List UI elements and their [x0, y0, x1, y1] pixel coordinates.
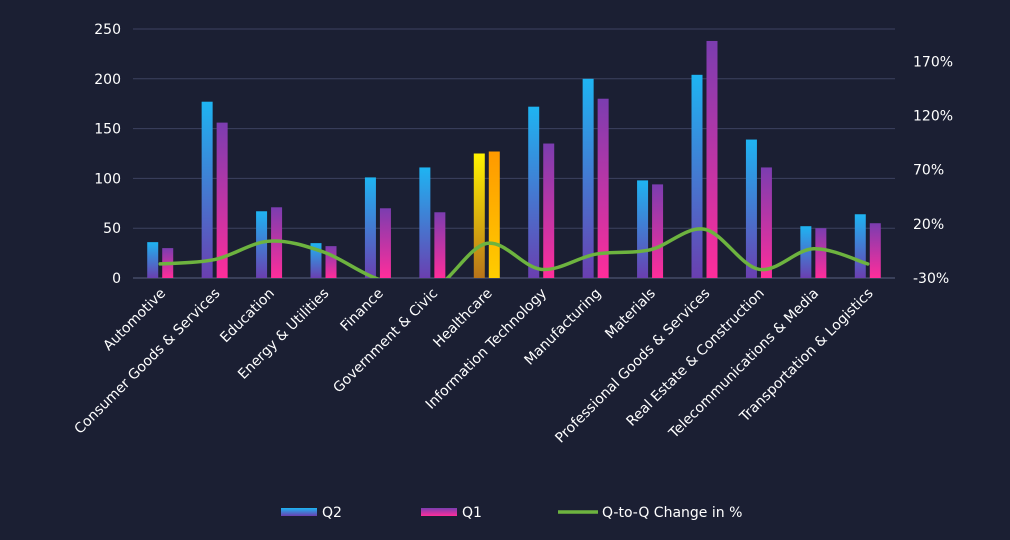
bar-q2-finance: [364, 177, 376, 278]
bar-q1-telecommunications-and-media: [815, 228, 827, 278]
bar-q1-real-estate-and-construction: [760, 167, 772, 278]
bar-q2-professional-goods-and-services: [691, 74, 703, 278]
bar-q2-education: [256, 211, 268, 278]
bar-q2-transportation-and-logistics: [854, 214, 866, 278]
y-tick-label: 250: [94, 22, 121, 38]
legend: Q2 Q1 Q-to-Q Change in %: [281, 505, 742, 521]
bar-q1-manufacturing: [597, 98, 609, 278]
bar-q1-government-and-civic: [434, 212, 446, 278]
bar-q1-finance: [379, 208, 391, 278]
y-tick-label: 0: [112, 271, 121, 287]
y-axis-left: 0 50 100 150 200 250: [94, 22, 121, 287]
y2-tick-label: 170%: [913, 54, 953, 70]
bar-q2-manufacturing: [582, 78, 594, 278]
y-axis-right: -30% 20% 70% 120% 170%: [913, 54, 953, 287]
bar-q2-real-estate-and-construction: [745, 139, 757, 278]
x-category-label: Government & Civic: [330, 286, 441, 397]
bar-q2-materials: [637, 180, 649, 278]
bar-q1-energy-and-utilities: [325, 246, 337, 278]
bars: [147, 40, 881, 279]
bar-q2-information-technology: [528, 106, 540, 278]
bar-q2-healthcare: [473, 153, 485, 278]
y-tick-label: 100: [94, 171, 121, 187]
x-category-label: Energy & Utilities: [235, 286, 332, 383]
gridlines: [133, 28, 895, 279]
line-q-to-q-change: [158, 227, 870, 278]
bar-q1-professional-goods-and-services: [706, 40, 718, 279]
legend-swatch-q1: [421, 508, 457, 516]
legend-label-change: Q-to-Q Change in %: [602, 505, 742, 521]
y-tick-label: 50: [103, 221, 121, 237]
y-tick-label: 150: [94, 122, 121, 138]
bar-q2-consumer-goods-and-services: [201, 101, 213, 278]
bar-q1-consumer-goods-and-services: [216, 122, 228, 279]
y2-tick-label: 20%: [913, 217, 944, 233]
bar-q2-automotive: [147, 242, 159, 278]
change-line: [158, 227, 870, 278]
bar-q1-transportation-and-logistics: [869, 223, 881, 278]
bar-q1-materials: [652, 184, 664, 278]
legend-label-q2: Q2: [322, 505, 342, 521]
bar-q1-information-technology: [543, 143, 555, 278]
y2-tick-label: 70%: [913, 163, 944, 179]
x-category-label: Materials: [602, 286, 659, 343]
y-tick-label: 200: [94, 72, 121, 88]
bar-q2-government-and-civic: [419, 167, 431, 278]
y2-tick-label: 120%: [913, 109, 953, 125]
legend-label-q1: Q1: [462, 505, 482, 521]
legend-swatch-q2: [281, 508, 317, 516]
y2-tick-label: -30%: [913, 271, 949, 287]
bar-q2-energy-and-utilities: [310, 243, 322, 278]
bar-q1-healthcare: [488, 151, 500, 278]
x-category-label: Finance: [338, 286, 387, 335]
